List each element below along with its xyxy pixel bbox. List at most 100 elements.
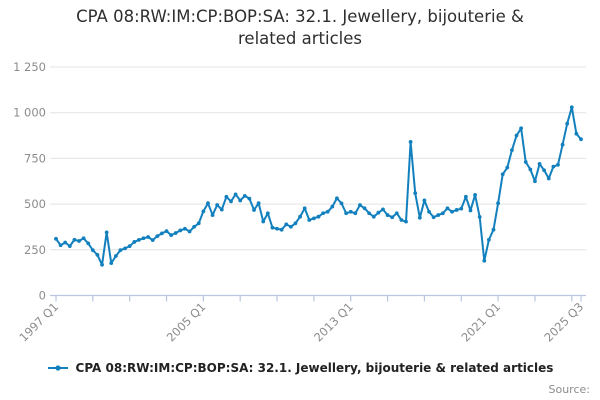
data-point xyxy=(261,219,266,224)
data-point xyxy=(491,227,496,232)
y-axis-tick-label: 1 000 xyxy=(13,106,46,120)
data-point xyxy=(311,216,316,221)
data-point xyxy=(178,228,183,233)
data-point xyxy=(136,238,141,242)
data-point xyxy=(109,261,114,266)
data-point xyxy=(86,241,91,246)
data-point xyxy=(537,161,542,166)
data-point xyxy=(196,221,201,226)
data-point xyxy=(224,194,229,199)
data-point xyxy=(560,142,565,147)
data-point xyxy=(468,208,473,213)
data-point xyxy=(307,218,312,222)
data-point xyxy=(173,231,178,235)
data-point xyxy=(210,213,215,217)
data-point xyxy=(528,167,533,172)
data-point xyxy=(242,193,247,198)
data-point xyxy=(565,121,570,126)
legend-line-marker-icon xyxy=(47,365,68,371)
x-axis-tick-label: 2013 Q1 xyxy=(311,300,356,345)
data-point xyxy=(265,211,270,216)
data-point xyxy=(344,211,349,216)
data-point xyxy=(132,240,137,244)
data-point xyxy=(445,206,450,211)
data-point xyxy=(279,227,284,232)
data-point xyxy=(288,224,293,229)
data-point xyxy=(533,179,537,184)
data-point xyxy=(385,213,390,217)
data-point xyxy=(206,201,210,206)
data-point xyxy=(431,215,436,220)
data-point xyxy=(367,211,372,216)
data-point xyxy=(160,231,164,236)
data-point xyxy=(67,244,72,249)
data-point xyxy=(270,225,275,230)
data-point xyxy=(500,172,505,177)
data-point xyxy=(436,213,441,217)
y-axis-tick-label: 750 xyxy=(24,151,46,165)
y-axis-tick-label: 1 250 xyxy=(13,60,46,74)
data-point xyxy=(90,248,95,253)
data-point xyxy=(247,196,252,201)
data-point xyxy=(229,199,233,204)
data-point xyxy=(376,210,381,215)
data-point xyxy=(155,234,160,238)
data-point xyxy=(275,226,279,231)
data-point xyxy=(113,254,118,258)
data-point xyxy=(123,246,127,251)
data-point xyxy=(394,211,399,216)
data-point xyxy=(413,191,418,196)
data-point xyxy=(463,194,468,199)
data-point xyxy=(58,243,63,248)
data-point xyxy=(542,168,547,173)
data-point xyxy=(233,192,238,197)
data-point xyxy=(330,204,335,209)
data-point xyxy=(302,206,307,211)
data-point xyxy=(371,214,376,219)
data-point xyxy=(569,105,574,110)
data-point xyxy=(321,211,326,216)
data-point xyxy=(422,198,427,203)
data-point xyxy=(473,193,477,197)
data-point xyxy=(169,233,174,238)
source-label: Source: xyxy=(548,383,591,396)
data-point xyxy=(141,236,146,241)
data-point xyxy=(440,211,445,216)
data-point xyxy=(510,148,514,153)
data-point xyxy=(486,237,491,242)
data-point xyxy=(574,131,579,136)
data-point xyxy=(519,126,524,131)
data-point xyxy=(348,209,353,214)
data-point xyxy=(150,238,155,243)
legend: CPA 08:RW:IM:CP:BOP:SA: 32.1. Jewellery,… xyxy=(0,361,600,375)
data-point xyxy=(252,208,256,212)
data-point xyxy=(316,214,321,219)
chart-plot-area: 0 250 500 750 1 000 1 250 1997 Q1 2005 Q1 2013 Q… xyxy=(13,60,586,345)
data-point xyxy=(477,215,482,219)
data-point xyxy=(325,209,330,214)
y-axis-tick-label: 500 xyxy=(24,197,46,211)
x-axis-tick-label: 2021 Q1 xyxy=(458,300,503,345)
data-point xyxy=(146,235,151,239)
data-point xyxy=(127,244,132,249)
data-point xyxy=(496,201,501,206)
x-axis-tick-label: 2025 Q3 xyxy=(541,300,586,345)
data-point xyxy=(358,203,362,207)
data-point xyxy=(256,201,261,206)
data-point xyxy=(104,230,109,235)
data-point xyxy=(293,221,298,226)
data-point xyxy=(459,206,464,211)
data-point xyxy=(523,160,528,164)
data-point xyxy=(381,207,385,212)
data-point xyxy=(427,209,431,214)
y-axis-tick-label: 0 xyxy=(39,289,46,303)
data-point xyxy=(215,203,220,207)
y-axis-tick-label: 250 xyxy=(24,243,46,257)
data-point xyxy=(417,215,422,220)
data-point xyxy=(95,253,100,257)
x-axis-tick-label: 2005 Q1 xyxy=(164,300,209,345)
data-point xyxy=(54,236,58,241)
data-point xyxy=(238,198,243,203)
data-point xyxy=(63,240,68,245)
data-point xyxy=(450,209,454,214)
